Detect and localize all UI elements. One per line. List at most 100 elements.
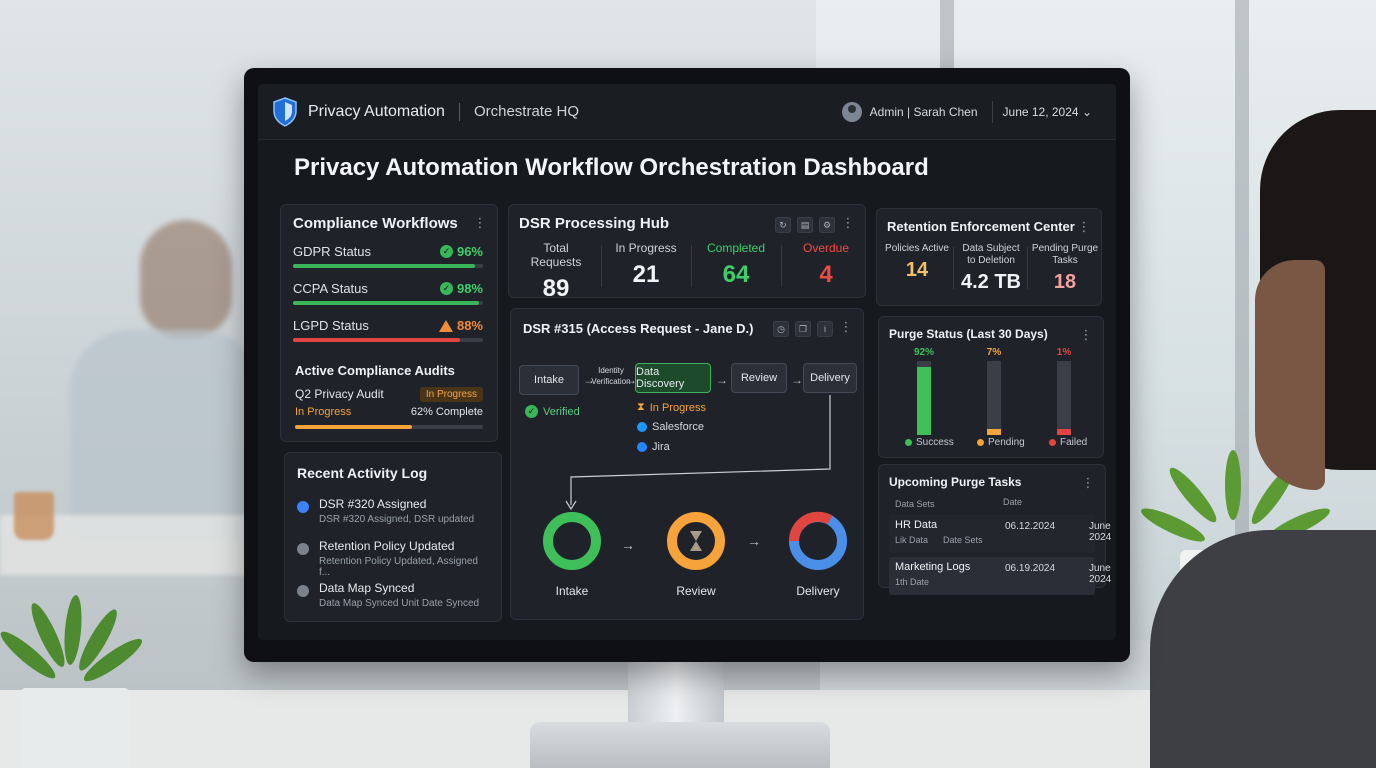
task-name: Marketing Logs	[895, 561, 971, 573]
foreground-person-shoulder	[1150, 530, 1376, 768]
stat-value: 89	[542, 275, 570, 302]
in-progress-note: ⧗ In Progress	[637, 401, 706, 414]
dsr-workflow-panel: DSR #315 (Access Request - Jane D.) ◷ ❐ …	[510, 308, 864, 620]
flow-step-delivery[interactable]: Delivery	[803, 363, 857, 393]
purge-bar[interactable]	[987, 429, 1001, 435]
salesforce-integration[interactable]: Salesforce	[637, 421, 704, 433]
purge-bar[interactable]	[917, 366, 931, 435]
copy-icon[interactable]: ❐	[795, 321, 811, 337]
plant-pot	[20, 688, 130, 768]
retention-title: Retention Enforcement Center	[887, 219, 1075, 234]
stage-intake[interactable]: Intake	[527, 509, 617, 598]
stat-value: 18	[1053, 271, 1077, 293]
more-options-icon[interactable]: ⋮	[841, 215, 855, 230]
history-icon[interactable]: ◷	[773, 321, 789, 337]
recent-activity-panel: Recent Activity Log DSR #320 Assigned DSR…	[284, 452, 502, 622]
status-value: ✓ 96%	[439, 244, 483, 259]
status-name: CCPA Status	[293, 281, 368, 296]
stat-label: Overdue	[802, 241, 850, 255]
activity-title: DSR #320 Assigned	[319, 497, 427, 511]
retention-stat[interactable]: Policies Active 14	[883, 243, 951, 282]
dsr-stat[interactable]: Completed 64	[699, 241, 773, 289]
hourglass-icon: ⧗	[637, 401, 645, 413]
check-circle-icon: ✓	[439, 282, 453, 295]
audit-item[interactable]: Q2 Privacy Audit In Progress In Progress…	[295, 387, 483, 437]
dsr-stat[interactable]: In Progress 21	[609, 241, 683, 289]
coffee-cup	[14, 492, 54, 540]
more-options-icon[interactable]: ⋮	[1077, 219, 1091, 234]
activity-desc: DSR #320 Assigned, DSR updated	[319, 514, 475, 525]
purge-bar-track	[1057, 361, 1071, 429]
background-person	[60, 210, 260, 540]
flow-step-review[interactable]: Review	[731, 363, 787, 393]
flow-step-data-discovery[interactable]: Data Discovery	[635, 363, 711, 393]
activity-item[interactable]: DSR #320 Assigned DSR #320 Assigned, DSR …	[297, 497, 489, 525]
user-menu[interactable]: Admin | Sarah Chen	[841, 101, 978, 122]
task-date: 06.12.2024	[1005, 521, 1056, 532]
purge-bar-track	[987, 361, 1001, 429]
status-value: 88%	[438, 318, 483, 333]
retention-stat[interactable]: Pending Purge Tasks 18	[1031, 243, 1099, 294]
status-progress-fill	[293, 338, 461, 342]
task-date: 06.19.2024	[1005, 563, 1056, 574]
dsr-stat[interactable]: Overdue 4	[789, 241, 863, 289]
activity-desc: Data Map Synced Unit Date Synced	[319, 598, 480, 609]
shield-logo-icon	[273, 96, 297, 127]
brand-name: Privacy Automation	[308, 102, 445, 120]
status-name: GDPR Status	[293, 244, 372, 259]
audit-progress-bar	[295, 425, 483, 429]
user-name: Admin | Sarah Chen	[869, 104, 978, 119]
dsr-stat[interactable]: Total Requests 89	[519, 241, 593, 303]
info-icon[interactable]: i	[817, 321, 833, 337]
legend-dot-icon	[905, 439, 912, 446]
compliance-status-row[interactable]: LGPD Status 88%	[281, 312, 497, 349]
stat-divider	[1027, 247, 1028, 289]
purge-status-title: Purge Status (Last 30 Days)	[889, 327, 1048, 341]
compliance-status-row[interactable]: CCPA Status ✓ 98%	[281, 275, 497, 312]
table-row[interactable]: HR Data Lik Data Date Sets 06.12.2024 June 2…	[889, 515, 1111, 553]
task-name: HR Data	[895, 519, 938, 531]
flow-step-intake[interactable]: Intake	[519, 365, 579, 395]
date-picker[interactable]: June 12, 2024 ⌄	[991, 100, 1102, 123]
recent-activity-title: Recent Activity Log	[297, 465, 428, 481]
brand[interactable]: Privacy Automation Orchestrate HQ	[272, 96, 579, 127]
column-header-date: Date	[1003, 497, 1023, 507]
more-options-icon[interactable]: ⋮	[1079, 327, 1093, 342]
jira-integration[interactable]: Jira	[637, 441, 670, 453]
check-icon: ✓	[525, 405, 538, 418]
purge-bar[interactable]	[1057, 429, 1071, 435]
background-person-head	[140, 220, 232, 338]
flow-arrow-icon: →	[625, 373, 637, 387]
retention-stat[interactable]: Data Subject to Deletion 4.2 TB	[957, 243, 1025, 294]
flow-step-identity-verification[interactable]: Identity Verification	[591, 366, 631, 386]
refresh-icon[interactable]: ↻	[775, 217, 791, 233]
status-percent: 88%	[456, 318, 483, 333]
stage-review[interactable]: Review	[651, 509, 741, 598]
activity-item[interactable]: Data Map Synced Data Map Synced Unit Date…	[297, 581, 489, 609]
status-value: ✓ 98%	[439, 281, 483, 296]
compliance-workflows-title: Compliance Workflows	[293, 215, 458, 232]
stage-delivery[interactable]: Delivery	[773, 509, 863, 598]
flow-arrow-icon: →	[716, 373, 728, 387]
status-percent: 96%	[456, 244, 483, 259]
settings-icon[interactable]: ⚙	[819, 217, 835, 233]
stage-label: Delivery	[796, 584, 840, 598]
dsr-request-title: DSR #315 (Access Request - Jane D.)	[523, 321, 754, 336]
activity-item[interactable]: Retention Policy Updated Retention Policy…	[297, 539, 489, 578]
avatar	[841, 101, 862, 122]
dashboard-screen: Privacy Automation Orchestrate HQ Admin …	[258, 84, 1116, 640]
more-options-icon[interactable]: ⋮	[1081, 475, 1095, 490]
table-row[interactable]: Marketing Logs 1th Date 06.19.2024 June 202…	[889, 557, 1111, 595]
organization-name: Orchestrate HQ	[473, 103, 579, 120]
stat-value: 21	[632, 261, 660, 288]
legend-item: Success	[905, 437, 954, 448]
more-options-icon[interactable]: ⋮	[839, 319, 853, 334]
dsr-processing-hub-panel: DSR Processing Hub ↻ ▤ ⚙ ⋮ Total Request…	[508, 204, 866, 302]
purge-bar-label: 1%	[1056, 347, 1072, 358]
monitor-base	[530, 722, 830, 768]
date-value: June 12, 2024	[1002, 104, 1079, 119]
compliance-status-row[interactable]: GDPR Status ✓ 96%	[281, 238, 497, 275]
more-options-icon[interactable]: ⋮	[473, 215, 487, 230]
audit-status: In Progress	[295, 406, 352, 418]
document-icon[interactable]: ▤	[797, 217, 813, 233]
